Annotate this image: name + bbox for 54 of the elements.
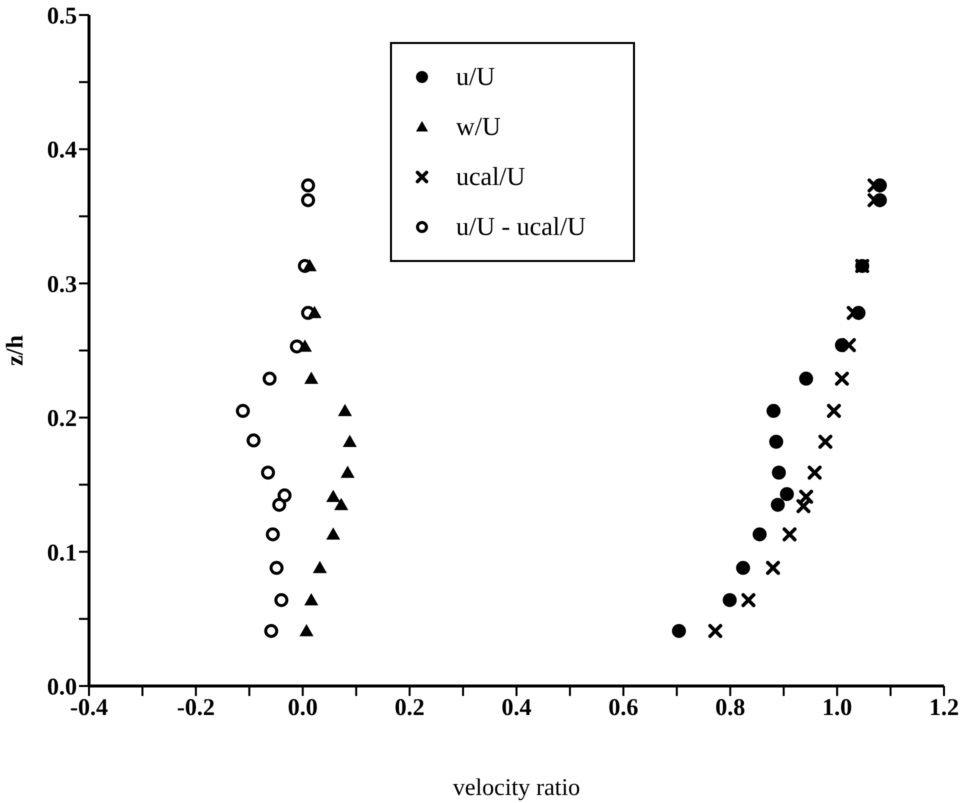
- point: [736, 560, 750, 575]
- x-tick-label: 0.4: [502, 695, 532, 722]
- x-tick-label: 0.0: [288, 695, 318, 722]
- y-tick-label: 0.2: [47, 406, 77, 432]
- point: [766, 404, 781, 418]
- point: [264, 624, 278, 638]
- point: [278, 488, 292, 502]
- x-tick-label: 1.2: [929, 695, 959, 722]
- point: [672, 624, 686, 638]
- point: [326, 490, 340, 502]
- point: [236, 404, 250, 418]
- legend-label: u/U: [456, 62, 495, 92]
- point: [340, 466, 355, 478]
- point: [261, 466, 276, 480]
- point: [298, 258, 312, 273]
- y-tick-label: 0.5: [47, 4, 77, 30]
- x-tick-label: 1.0: [822, 695, 852, 722]
- point: [334, 498, 348, 510]
- point: [799, 372, 814, 386]
- point: [326, 527, 340, 540]
- point: [246, 433, 261, 448]
- x-axis-title: velocity ratio: [452, 775, 580, 801]
- point: [770, 498, 785, 512]
- point: [722, 593, 737, 608]
- point: [301, 178, 316, 192]
- point: [272, 498, 286, 512]
- point: [301, 193, 316, 208]
- point: [304, 593, 318, 606]
- point: [769, 434, 784, 449]
- y-tick-label: 0.3: [47, 272, 77, 298]
- point: [780, 487, 794, 502]
- x-tick-label: -0.2: [176, 695, 215, 722]
- x-tick-label: 0.8: [715, 695, 746, 722]
- y-tick-label: 0.1: [47, 540, 77, 566]
- point: [304, 372, 318, 384]
- x-tick-label: 0.2: [394, 695, 425, 722]
- point: [262, 372, 277, 386]
- point: [266, 527, 280, 542]
- point: [342, 434, 357, 448]
- x-tick-label: 0.6: [608, 695, 638, 722]
- point: [772, 466, 786, 480]
- point: [752, 527, 767, 542]
- point: [274, 593, 288, 608]
- point: [299, 624, 314, 636]
- legend-label: ucal/U: [456, 162, 526, 192]
- legend-label: w/U: [456, 112, 501, 142]
- point: [338, 404, 352, 416]
- point: [270, 560, 284, 575]
- y-axis-title: z/h: [2, 335, 29, 366]
- legend-label: u/U - ucal/U: [456, 212, 586, 242]
- point: [290, 339, 304, 354]
- point: [301, 306, 316, 320]
- y-tick-label: 0.4: [47, 138, 77, 164]
- point: [312, 560, 327, 574]
